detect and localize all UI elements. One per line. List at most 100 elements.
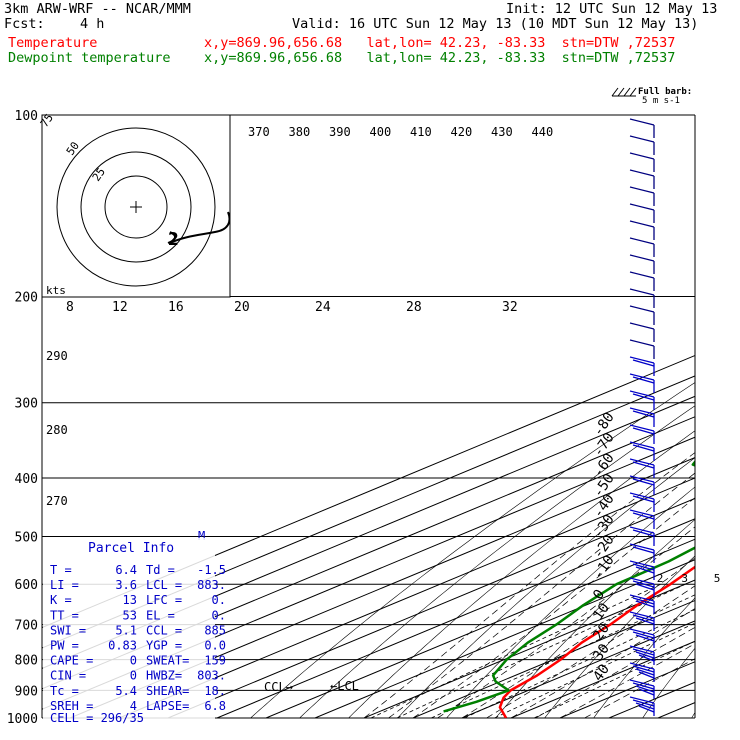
wind-barb-flag <box>629 135 655 143</box>
isotherm-line <box>657 702 695 718</box>
wind-barb-flag <box>632 495 655 503</box>
isotherm-label: 40 <box>590 661 613 684</box>
theta-label: 380 <box>289 125 311 139</box>
parcel-row-value2: 159 <box>204 654 226 668</box>
parcel-row-value2: 885 <box>204 623 226 637</box>
isotherm-line <box>118 477 695 718</box>
wind-barb-flag <box>629 475 655 483</box>
mixing-ratio-line <box>370 583 661 718</box>
wind-barb-flag <box>632 665 655 673</box>
wind-barb-flag <box>629 492 655 500</box>
moist-adiabat <box>461 557 695 718</box>
parcel-row-label2: HWBZ= <box>146 669 182 683</box>
parcel-info-title: Parcel Info <box>88 541 174 556</box>
pressure-label: 500 <box>15 530 38 545</box>
dry-adiabat <box>250 382 695 718</box>
hodograph-trace-label: 2 <box>168 229 179 250</box>
wind-barb-flag <box>632 478 655 486</box>
parcel-row-label2: LCL = <box>146 578 182 592</box>
wind-barb-flag <box>635 566 655 574</box>
dry-adiabat <box>544 555 695 718</box>
valid-time: Valid: 16 UTC Sun 12 May 13 (10 MDT Sun … <box>292 16 699 32</box>
wind-barb-flag <box>632 393 655 401</box>
hodograph-center <box>130 201 142 213</box>
isotherm-label: 20 <box>590 621 613 644</box>
pressure-label: 300 <box>15 397 38 412</box>
isotherm-line <box>216 518 695 718</box>
theta-label: 410 <box>410 125 432 139</box>
parcel-row-value: 5.1 <box>115 623 137 637</box>
wind-barb-flag <box>632 427 655 435</box>
parcel-cell: CELL = 296/35 <box>50 711 144 725</box>
moist-adiabat <box>559 643 695 718</box>
hodograph-speed-label: kts <box>46 284 66 297</box>
dewpoint-location: x,y=869.96,656.68 lat,lon= 42.23, -83.33… <box>204 50 676 66</box>
wind-barb-flag <box>629 203 655 211</box>
dry-adiabat <box>593 597 695 718</box>
isotherm-line <box>608 681 695 718</box>
parcel-row-value: 0.83 <box>108 639 137 653</box>
wind-barb-flag <box>638 705 655 713</box>
wind-barb-flag <box>632 461 655 469</box>
hodograph-ring-label: 50 <box>64 139 82 157</box>
wind-barb-flag <box>635 668 655 676</box>
isotherm-label: 30 <box>590 641 613 664</box>
parcel-row-label2: EL = <box>146 608 175 622</box>
parcel-row-value: 3.6 <box>115 578 137 592</box>
parcel-row-label: SWI = <box>50 623 86 637</box>
wind-barb-flag <box>629 662 655 670</box>
isotherm-label: 10 <box>590 600 613 623</box>
wind-barb-flag <box>629 594 655 602</box>
wind-barb-flag <box>629 356 655 364</box>
temperature-location: x,y=869.96,656.68 lat,lon= 42.23, -83.33… <box>204 35 676 51</box>
dewpoint-trace <box>443 459 695 713</box>
isotherm-line <box>69 457 695 718</box>
moist-adiabat <box>437 526 695 718</box>
dry-adiabat <box>397 457 695 718</box>
pressure-label: 1000 <box>7 712 38 727</box>
dry-adiabat <box>299 405 695 718</box>
parcel-row-label2: CCL = <box>146 623 182 637</box>
wind-barb-flag <box>629 373 655 381</box>
dry-adiabat <box>446 486 695 718</box>
isotherm-line <box>363 579 695 718</box>
dry-adiabats <box>250 382 695 718</box>
wind-barb-flag <box>629 679 655 687</box>
wind-barb-flag <box>632 512 655 520</box>
mixed-layer-marker: M <box>198 529 205 543</box>
wind-barb-flag <box>629 577 655 585</box>
wind-barb-flag <box>629 526 655 534</box>
mixing-ratio-label: 5 <box>714 572 721 585</box>
parcel-row-label: T = <box>50 563 72 577</box>
parcel-row-label2: YGP = <box>146 639 182 653</box>
theta-e-label: 290 <box>46 349 68 363</box>
theta-label: 370 <box>248 125 270 139</box>
pressure-label: 600 <box>15 578 38 593</box>
mixing-ratio-line <box>396 583 686 718</box>
parcel-row-value: 0 <box>130 654 137 668</box>
wind-barb-flag <box>632 444 655 452</box>
parcel-info-bg <box>43 538 215 722</box>
wind-barb-flag <box>629 254 655 262</box>
wind-barb-flag <box>632 614 655 622</box>
hodograph-ring <box>56 127 216 287</box>
parcel-row-label2: Td = <box>146 563 175 577</box>
wind-barb-flag <box>629 509 655 517</box>
dry-adiabat <box>691 712 695 718</box>
parcel-row-value2: 0. <box>212 608 226 622</box>
isotherm-line <box>707 115 740 718</box>
wind-barb-flag <box>638 654 655 662</box>
isotherm-line <box>412 599 695 718</box>
ccl-annotation: CCL→ <box>264 680 293 694</box>
isotherm-line <box>42 436 695 710</box>
parcel-row-label2: SWEAT= <box>146 654 189 668</box>
theta-label: 430 <box>491 125 513 139</box>
sounding-traces <box>443 459 695 718</box>
parcel-row-label: SREH = <box>50 699 93 713</box>
wind-barb-flag <box>629 390 655 398</box>
isotherm-line <box>265 538 695 718</box>
hodograph-tick-label: 20 <box>234 300 250 315</box>
forecast-label: Fcst: <box>4 16 45 32</box>
